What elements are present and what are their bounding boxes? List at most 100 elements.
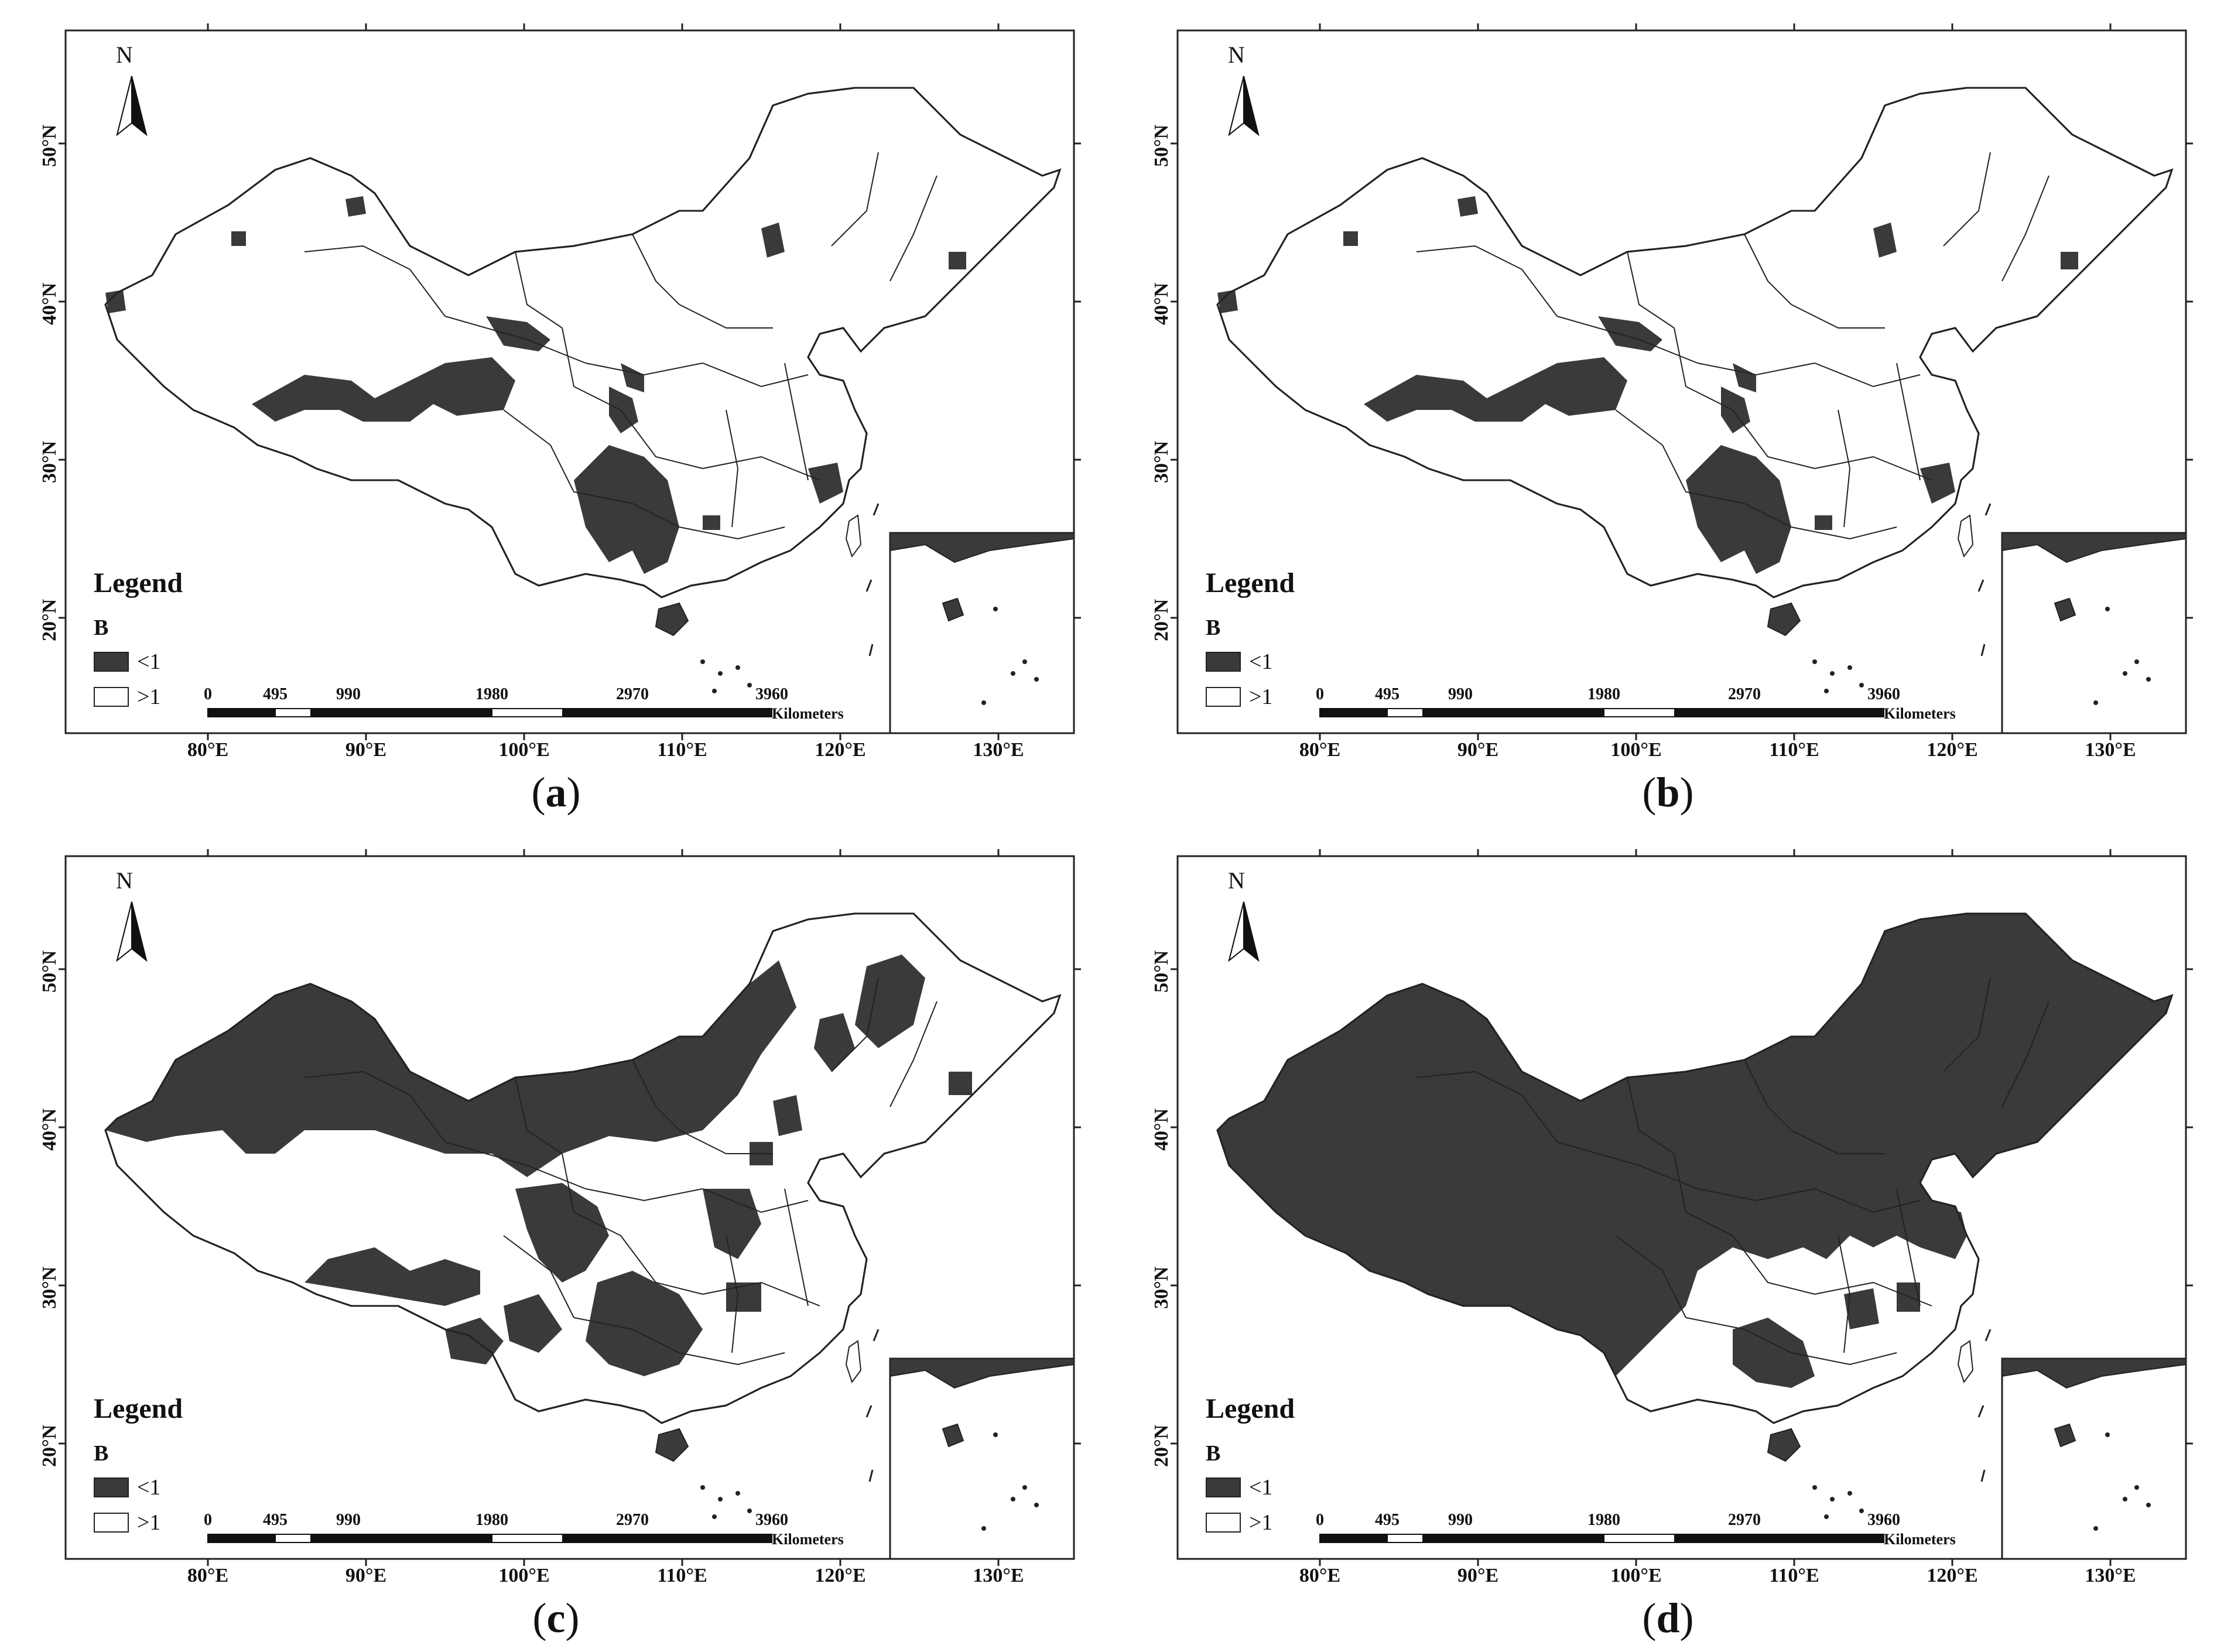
inset-island-dot bbox=[1011, 1497, 1015, 1501]
lon-label: 130°E bbox=[2085, 739, 2136, 761]
province-boundary bbox=[1814, 362, 1921, 388]
province-boundary bbox=[679, 1130, 773, 1154]
inset-hainan bbox=[942, 1423, 964, 1448]
legend-field: B bbox=[1206, 615, 1221, 640]
province-boundary bbox=[1838, 409, 1851, 528]
scale-bar-segment bbox=[632, 1534, 772, 1543]
class-low-region bbox=[949, 1072, 972, 1095]
north-label: N bbox=[1228, 867, 1245, 894]
scale-tick-label: 495 bbox=[263, 685, 288, 703]
island-dot bbox=[1859, 1509, 1864, 1513]
map-svg bbox=[1171, 849, 2193, 1566]
hainan-island bbox=[655, 602, 689, 637]
province-boundary bbox=[562, 327, 621, 411]
scale-bar-segment bbox=[1534, 709, 1604, 717]
province-boundary bbox=[573, 1317, 680, 1353]
province-boundary bbox=[702, 1188, 809, 1213]
scale-bar-segment bbox=[1352, 1534, 1387, 1542]
map-svg bbox=[59, 23, 1081, 740]
scale-tick-label: 3960 bbox=[1867, 1511, 1900, 1529]
lon-label: 130°E bbox=[973, 1565, 1024, 1586]
panel-letter: a bbox=[545, 769, 567, 816]
province-boundary bbox=[702, 1281, 820, 1306]
north-label: N bbox=[116, 867, 133, 894]
island-dot bbox=[747, 683, 752, 688]
scale-tick-label: 990 bbox=[336, 1511, 361, 1529]
inset-island-dot bbox=[981, 700, 986, 705]
panel-letter: b bbox=[1656, 769, 1680, 816]
class-low-region bbox=[1873, 223, 1897, 258]
lon-label: 100°E bbox=[1610, 1565, 1662, 1586]
dash-line-segment bbox=[1977, 579, 1985, 592]
lat-label: 30°N bbox=[39, 440, 60, 483]
inset-coastline bbox=[2001, 532, 2187, 563]
province-boundary bbox=[1744, 1059, 1792, 1131]
scale-tick-label: 0 bbox=[1316, 685, 1324, 703]
lat-label: 20°N bbox=[1151, 1424, 1172, 1467]
province-boundary bbox=[1943, 152, 1991, 247]
inset-map-frame bbox=[2001, 532, 2187, 734]
map-panel-c: N 50°N 40°N 30°N 20°N 80°E 90°E 100°E 110°E 120°E… bbox=[0, 826, 1112, 1651]
legend-item: <1 bbox=[1206, 1475, 1272, 1500]
legend-title: Legend bbox=[94, 1393, 183, 1424]
province-boundary bbox=[2001, 1001, 2049, 1107]
dash-line-segment bbox=[1980, 644, 1986, 656]
class-low-region bbox=[1844, 1288, 1879, 1329]
province-boundary bbox=[444, 316, 586, 364]
class-low-region bbox=[1938, 1206, 1967, 1236]
legend-item: >1 bbox=[94, 684, 160, 710]
inset-island-dot bbox=[2146, 677, 2151, 682]
province-boundary bbox=[1943, 977, 1991, 1072]
lat-label: 40°N bbox=[39, 282, 60, 325]
scale-tick-label: 2970 bbox=[1728, 685, 1761, 703]
inset-hainan bbox=[942, 597, 964, 622]
lat-label: 40°N bbox=[1151, 282, 1172, 325]
scale-tick-label: 2970 bbox=[1728, 1511, 1761, 1529]
map-svg bbox=[1171, 23, 2193, 740]
legend-item: >1 bbox=[94, 1510, 160, 1535]
island-dot bbox=[1824, 1514, 1829, 1519]
lon-label: 110°E bbox=[657, 1565, 707, 1586]
scale-unit-label: Kilometers bbox=[772, 705, 844, 722]
lon-label: 80°E bbox=[187, 1565, 229, 1586]
province-boundary bbox=[573, 491, 680, 528]
province-boundary bbox=[1732, 1235, 1815, 1295]
scale-tick-label: 1980 bbox=[1587, 1511, 1620, 1529]
north-arrow-icon bbox=[1228, 901, 1244, 962]
taiwan-island bbox=[1957, 1340, 1974, 1384]
province-boundary bbox=[562, 1153, 621, 1236]
legend-field: B bbox=[94, 615, 109, 640]
scale-unit-label: Kilometers bbox=[1884, 1531, 1956, 1548]
country-outline bbox=[104, 87, 1062, 598]
dash-line-segment bbox=[868, 644, 874, 656]
class-low-region bbox=[1733, 363, 1756, 392]
inset-island-dot bbox=[2093, 700, 2098, 705]
taiwan-island bbox=[845, 1340, 862, 1384]
legend-item-label: >1 bbox=[137, 685, 161, 709]
panel-label: (c) bbox=[532, 1595, 580, 1641]
scale-bar-segment bbox=[310, 709, 348, 717]
legend-title: Legend bbox=[1206, 567, 1295, 598]
legend-item-label: <1 bbox=[1249, 649, 1273, 674]
inset-island-dot bbox=[2134, 1485, 2139, 1490]
class-low-region bbox=[761, 223, 785, 258]
scale-bar-segment bbox=[422, 1534, 492, 1542]
province-boundary bbox=[1697, 1188, 1815, 1202]
legend-swatch bbox=[94, 687, 129, 707]
inset-island-dot bbox=[1034, 1503, 1039, 1507]
class-low-region bbox=[814, 1013, 855, 1072]
province-boundary bbox=[515, 1077, 563, 1154]
inset-hainan bbox=[2054, 1423, 2076, 1448]
dash-line-segment bbox=[865, 1405, 873, 1418]
lon-label: 100°E bbox=[1610, 739, 1662, 761]
island-dot bbox=[1847, 665, 1852, 670]
province-boundary bbox=[1814, 456, 1932, 481]
island-dot bbox=[718, 671, 723, 676]
inset-island-dot bbox=[1022, 1485, 1027, 1490]
inset-island-dot bbox=[981, 1526, 986, 1531]
island-dot bbox=[735, 1491, 740, 1496]
class-low-region bbox=[1815, 515, 1832, 530]
class-low-region bbox=[515, 1183, 609, 1282]
scale-tick-label: 0 bbox=[204, 685, 212, 703]
province-boundary bbox=[503, 409, 574, 492]
